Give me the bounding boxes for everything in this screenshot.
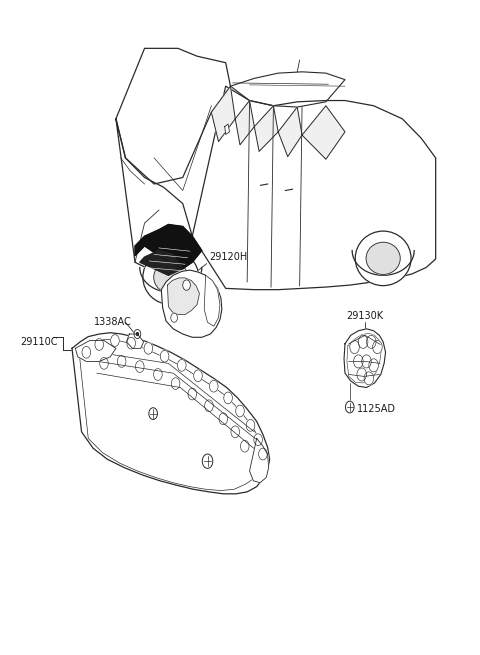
Circle shape — [204, 400, 213, 411]
Polygon shape — [204, 275, 220, 326]
Ellipse shape — [355, 231, 411, 286]
Circle shape — [259, 448, 267, 460]
Circle shape — [82, 346, 91, 358]
Polygon shape — [302, 105, 345, 159]
Circle shape — [134, 329, 141, 339]
Circle shape — [219, 413, 228, 424]
Polygon shape — [140, 251, 183, 275]
Polygon shape — [116, 48, 230, 184]
Polygon shape — [278, 107, 302, 157]
Polygon shape — [168, 278, 199, 314]
Circle shape — [194, 370, 202, 382]
Polygon shape — [254, 105, 278, 151]
Circle shape — [357, 368, 366, 381]
Ellipse shape — [154, 261, 188, 293]
Polygon shape — [344, 329, 385, 388]
Circle shape — [136, 333, 138, 335]
Circle shape — [144, 343, 153, 354]
Polygon shape — [235, 100, 254, 145]
Polygon shape — [72, 333, 270, 494]
Polygon shape — [225, 124, 229, 134]
Ellipse shape — [366, 242, 400, 274]
Circle shape — [362, 355, 371, 368]
Polygon shape — [192, 86, 436, 290]
Polygon shape — [230, 72, 345, 107]
Circle shape — [171, 313, 178, 322]
Circle shape — [354, 355, 363, 368]
Circle shape — [154, 369, 162, 381]
Text: 29130K: 29130K — [347, 311, 384, 321]
Circle shape — [346, 402, 354, 413]
Circle shape — [135, 361, 144, 373]
Text: 1125KO: 1125KO — [102, 415, 140, 425]
Circle shape — [240, 440, 249, 452]
Circle shape — [95, 339, 104, 350]
Polygon shape — [250, 438, 269, 483]
Circle shape — [231, 426, 240, 438]
Circle shape — [364, 372, 373, 385]
Ellipse shape — [143, 250, 199, 305]
Text: 29120H: 29120H — [209, 252, 247, 262]
Polygon shape — [116, 119, 192, 280]
Circle shape — [202, 454, 213, 468]
Circle shape — [372, 341, 382, 354]
Circle shape — [236, 405, 244, 417]
Circle shape — [127, 337, 135, 349]
Circle shape — [171, 378, 180, 390]
Polygon shape — [75, 341, 116, 362]
Circle shape — [149, 407, 157, 419]
Circle shape — [350, 341, 360, 354]
Circle shape — [224, 392, 232, 404]
Circle shape — [183, 280, 191, 290]
Text: 1338AC: 1338AC — [95, 317, 132, 328]
Polygon shape — [135, 225, 202, 269]
Circle shape — [366, 335, 376, 348]
Circle shape — [178, 360, 186, 371]
Polygon shape — [161, 270, 222, 337]
Polygon shape — [116, 47, 436, 290]
Text: 1125AD: 1125AD — [357, 404, 396, 414]
Polygon shape — [211, 86, 235, 141]
Circle shape — [188, 388, 197, 400]
Circle shape — [254, 434, 263, 445]
Circle shape — [160, 350, 169, 362]
Circle shape — [369, 359, 378, 372]
Circle shape — [100, 358, 108, 369]
Circle shape — [111, 335, 119, 346]
Text: 29110C: 29110C — [21, 337, 58, 347]
Circle shape — [117, 356, 126, 367]
Circle shape — [209, 381, 218, 392]
Circle shape — [246, 419, 255, 431]
Polygon shape — [126, 334, 144, 348]
Text: 86590: 86590 — [192, 472, 223, 482]
Circle shape — [359, 335, 368, 348]
